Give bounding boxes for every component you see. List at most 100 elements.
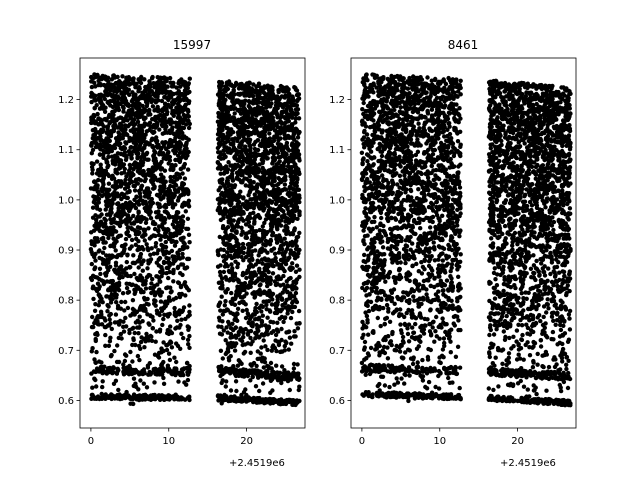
scatter-point xyxy=(296,251,301,256)
scatter-point xyxy=(120,291,126,296)
scatter-point xyxy=(121,329,127,334)
scatter-point xyxy=(179,317,184,322)
scatter-point xyxy=(282,236,287,241)
scatter-point xyxy=(122,242,127,248)
scatter-point xyxy=(239,254,244,260)
scatter-point xyxy=(281,376,286,382)
scatter-point xyxy=(186,204,192,209)
scatter-point xyxy=(144,335,149,340)
scatter-point xyxy=(279,109,284,115)
scatter-point xyxy=(230,248,235,253)
scatter-point xyxy=(279,144,285,149)
scatter-point xyxy=(174,91,179,96)
scatter-point xyxy=(218,217,224,223)
scatter-point xyxy=(218,171,223,176)
scatter-point xyxy=(142,121,148,126)
scatter-point xyxy=(140,259,146,264)
scatter-point xyxy=(283,261,289,267)
scatter-point xyxy=(123,392,128,397)
scatter-point xyxy=(177,147,182,152)
scatter-point xyxy=(181,240,186,245)
scatter-point xyxy=(263,323,268,328)
scatter-point xyxy=(294,187,299,193)
scatter-point xyxy=(186,149,191,155)
scatter-point xyxy=(98,271,103,277)
scatter-point xyxy=(295,326,301,331)
scatter-point xyxy=(146,272,152,278)
scatter-point xyxy=(131,93,136,99)
scatter-point xyxy=(178,346,183,351)
scatter-point xyxy=(225,136,230,141)
scatter-point xyxy=(106,173,112,179)
scatter-point xyxy=(91,228,97,233)
scatter-point xyxy=(120,208,126,213)
scatter-point xyxy=(117,158,122,163)
scatter-point xyxy=(252,294,258,299)
scatter-point xyxy=(186,125,192,131)
scatter-point xyxy=(224,145,229,150)
scatter-point xyxy=(173,372,178,378)
scatter-point xyxy=(123,236,129,242)
scatter-point xyxy=(120,104,126,110)
scatter-point xyxy=(179,372,184,378)
scatter-point xyxy=(150,104,156,109)
scatter-point xyxy=(262,126,267,131)
scatter-point xyxy=(183,209,188,214)
scatter-point xyxy=(141,282,146,287)
scatter-point xyxy=(185,337,191,342)
scatter-point xyxy=(137,77,142,82)
scatter-point xyxy=(107,339,113,344)
scatter-point xyxy=(159,213,164,219)
scatter-point xyxy=(172,187,178,192)
scatter-point xyxy=(94,136,99,142)
scatter-point xyxy=(161,270,166,276)
scatter-point xyxy=(160,85,165,90)
scatter-point xyxy=(98,92,104,97)
scatter-point xyxy=(249,242,255,248)
scatter-point xyxy=(249,183,254,189)
scatter-point xyxy=(97,359,102,364)
scatter-point xyxy=(255,349,260,354)
scatter-point xyxy=(173,202,178,207)
scatter-point xyxy=(280,290,285,295)
scatter-point xyxy=(121,145,127,150)
scatter-point xyxy=(123,299,128,305)
scatter-point xyxy=(283,93,288,98)
scatter-point xyxy=(136,343,142,349)
scatter-point xyxy=(89,151,95,156)
scatter-point xyxy=(145,363,151,368)
scatter-point xyxy=(241,86,247,92)
scatter-point xyxy=(104,201,110,206)
scatter-point xyxy=(150,129,155,134)
scatter-point xyxy=(161,316,166,322)
scatter-point xyxy=(122,358,128,364)
scatter-point xyxy=(161,180,166,186)
scatter-point xyxy=(93,377,98,383)
scatter-point xyxy=(161,251,166,256)
scatter-point xyxy=(164,146,169,152)
scatter-point xyxy=(249,280,254,285)
scatter-point xyxy=(99,314,104,320)
scatter-point xyxy=(146,372,152,377)
scatter-point xyxy=(145,191,151,196)
scatter-point xyxy=(155,81,160,87)
scatter-point xyxy=(154,329,159,334)
scatter-point xyxy=(280,251,285,256)
scatter-point xyxy=(99,212,104,217)
scatter-point xyxy=(93,318,99,323)
scatter-point xyxy=(175,265,180,271)
scatter-point xyxy=(280,121,285,126)
scatter-point xyxy=(93,286,98,292)
scatter-point xyxy=(127,205,133,210)
scatter-point xyxy=(259,157,264,162)
scatter-point xyxy=(156,142,161,148)
scatter-point xyxy=(154,372,160,377)
scatter-point xyxy=(108,129,114,134)
scatter-point xyxy=(154,308,160,313)
scatter-point xyxy=(187,240,192,245)
scatter-point xyxy=(153,303,158,308)
scatter-point xyxy=(113,248,118,253)
scatter-point xyxy=(228,310,233,315)
scatter-point xyxy=(173,295,179,301)
scatter-point xyxy=(293,286,298,291)
